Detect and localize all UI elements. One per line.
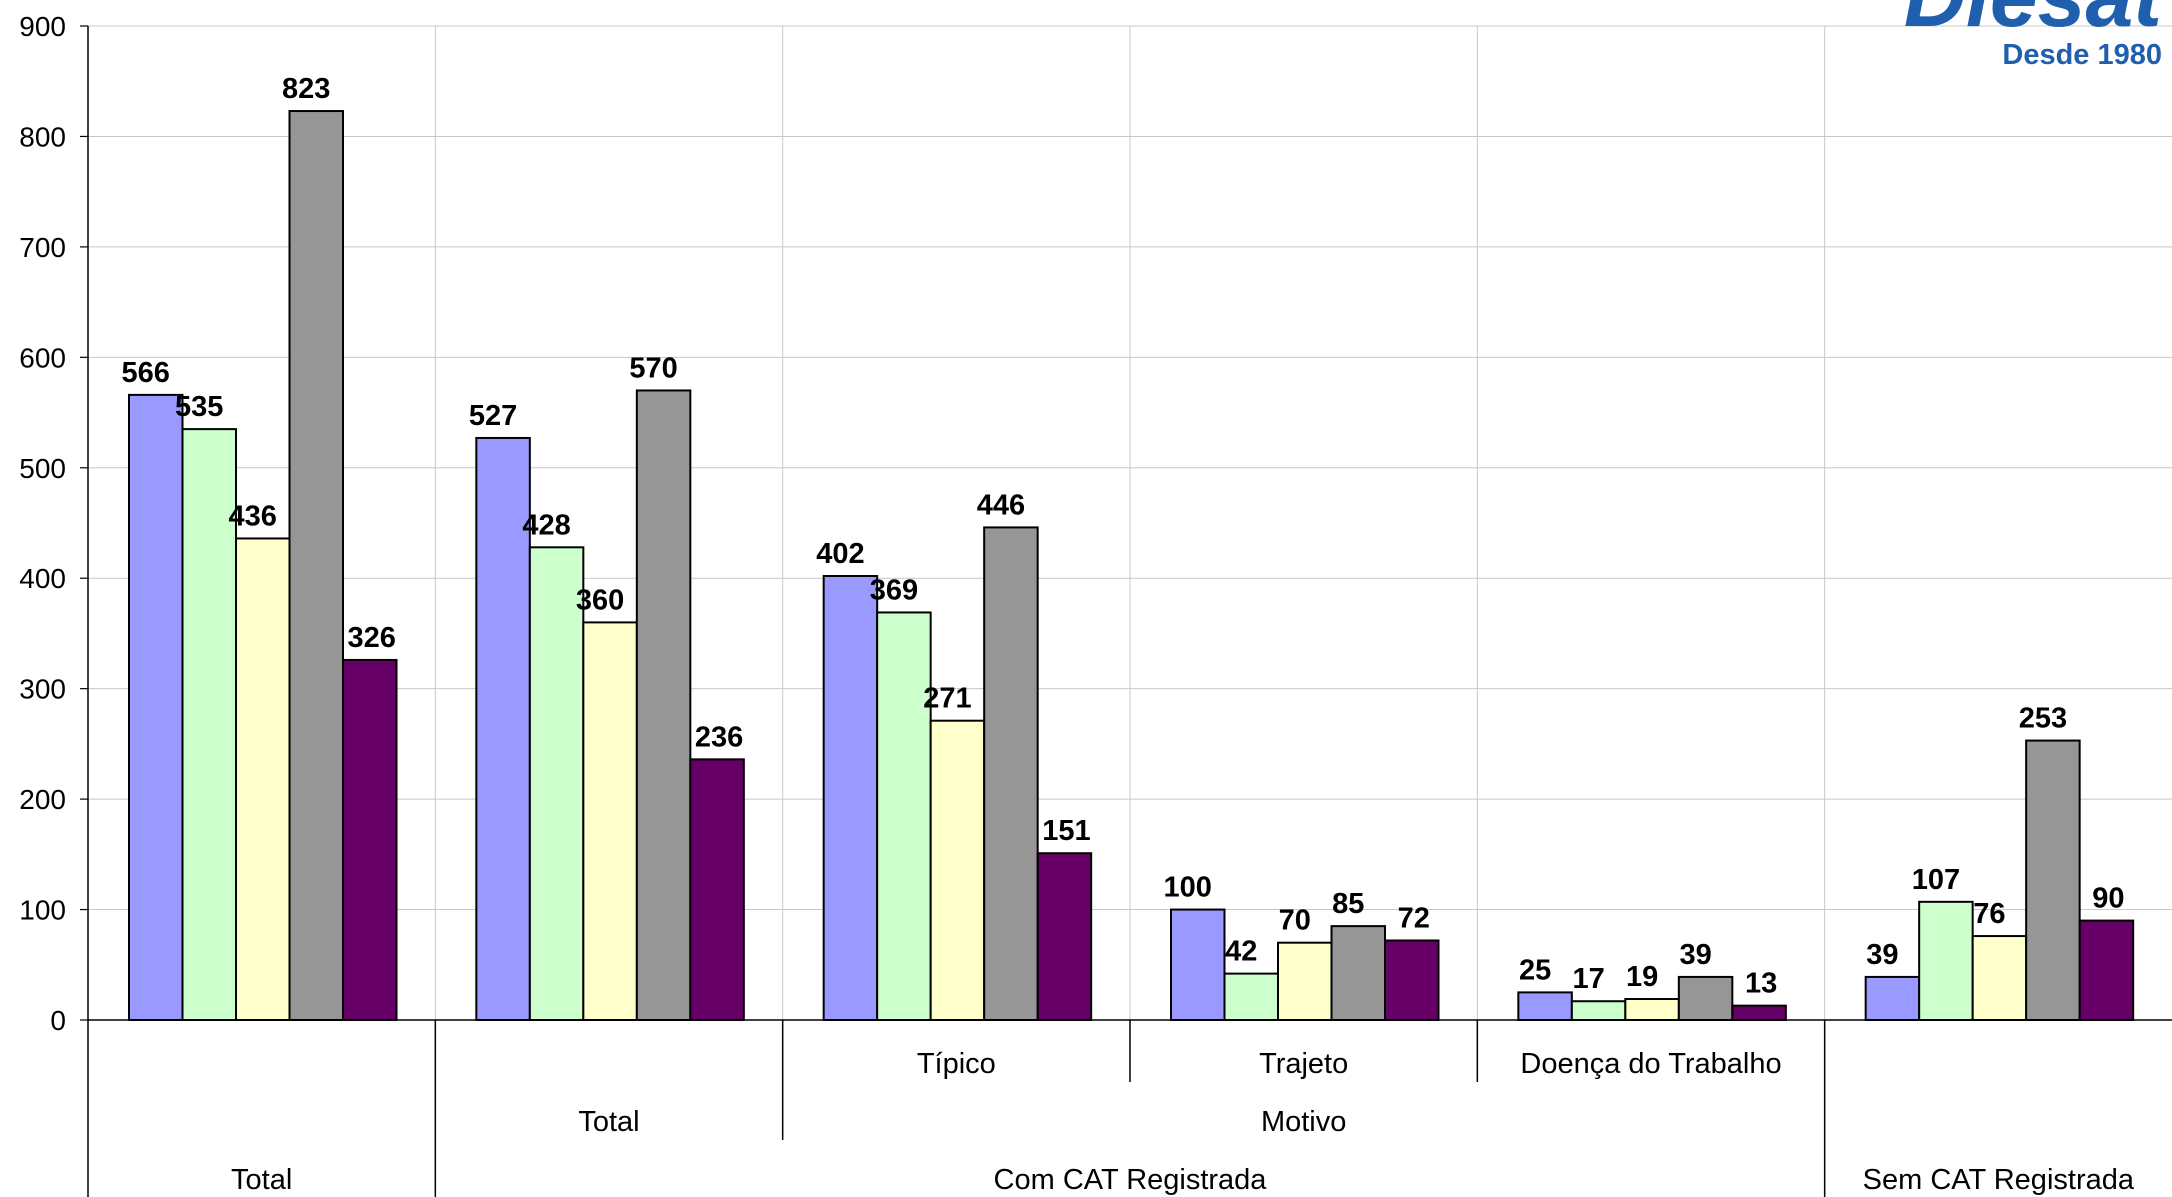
bar — [1277, 941, 1333, 1022]
bar — [689, 758, 745, 1022]
y-axis-ticks: 0 100 200 300 400 500 600 700 800 900 — [19, 11, 88, 1036]
y-tick-label: 800 — [19, 121, 66, 152]
bar — [235, 537, 291, 1021]
bar — [128, 393, 184, 1021]
data-label: 369 — [870, 574, 918, 606]
data-label: 17 — [1572, 963, 1604, 995]
y-tick-label: 0 — [50, 1005, 66, 1036]
category-label-level3: Doença do Trabalho — [1520, 1048, 1781, 1080]
bar — [1677, 975, 1734, 1022]
bar — [2078, 919, 2135, 1021]
data-label: 25 — [1519, 954, 1551, 986]
category-labels: Típico Trajeto Doença do Trabalho Total Moti… — [231, 1048, 2135, 1196]
data-label: 76 — [1973, 898, 2005, 930]
bar — [181, 428, 237, 1022]
data-label: 823 — [282, 73, 330, 105]
bar — [983, 526, 1039, 1021]
category-label-level1: Total — [231, 1164, 292, 1196]
data-label: 360 — [576, 584, 624, 616]
data-label: 271 — [923, 683, 971, 715]
bar — [635, 389, 692, 1021]
axes — [87, 26, 2172, 1197]
data-label: 527 — [469, 400, 517, 432]
data-label: 85 — [1332, 888, 1364, 920]
bar — [1864, 975, 1921, 1022]
data-label: 446 — [977, 489, 1025, 521]
category-label-level1: Sem CAT Registrada — [1863, 1164, 2135, 1196]
data-label: 436 — [229, 500, 277, 532]
data-label: 428 — [522, 509, 570, 541]
data-label: 326 — [348, 622, 396, 654]
data-label: 566 — [122, 357, 170, 389]
data-label: 13 — [1745, 968, 1777, 1000]
bar — [876, 611, 932, 1022]
y-tick-label: 300 — [19, 674, 66, 705]
bar — [1330, 925, 1386, 1021]
bar — [475, 436, 531, 1021]
data-label: 70 — [1279, 905, 1311, 937]
data-label: 236 — [695, 721, 743, 753]
bar — [1624, 998, 1680, 1022]
y-tick-label: 400 — [19, 563, 66, 594]
bar — [342, 658, 398, 1021]
y-tick-label: 900 — [19, 11, 66, 42]
y-tick-label: 200 — [19, 784, 66, 815]
bar — [1731, 1004, 1787, 1021]
logo-tagline: Desde 1980 — [2002, 39, 2162, 71]
data-label: 570 — [629, 352, 677, 384]
data-label: 402 — [816, 538, 864, 570]
data-label: 90 — [2092, 883, 2124, 915]
bar — [2025, 739, 2081, 1021]
bars — [128, 110, 2135, 1022]
bar — [1570, 1000, 1627, 1021]
bar — [1384, 939, 1440, 1021]
bar — [582, 621, 638, 1022]
data-label: 39 — [1679, 939, 1711, 971]
data-label: 39 — [1866, 939, 1898, 971]
bar — [288, 110, 344, 1021]
category-label-level3: Típico — [917, 1048, 996, 1080]
category-label-level3: Trajeto — [1259, 1048, 1348, 1080]
diesat-logo: Diesat Desde 1980 — [1904, 0, 2165, 71]
data-label: 42 — [1225, 936, 1257, 968]
y-tick-label: 500 — [19, 453, 66, 484]
logo-text: Diesat — [1904, 0, 2165, 45]
y-tick-label: 600 — [19, 342, 66, 373]
y-tick-label: 700 — [19, 232, 66, 263]
bar — [1036, 852, 1093, 1021]
data-label: 253 — [2019, 703, 2067, 735]
category-label-level2: Motivo — [1261, 1106, 1346, 1138]
gridlines — [88, 25, 2172, 1020]
bar — [822, 575, 879, 1021]
category-label-level2: Total — [578, 1106, 639, 1138]
data-label: 100 — [1164, 872, 1212, 904]
data-label: 535 — [175, 391, 223, 423]
bar — [929, 719, 986, 1021]
category-label-level1: Com CAT Registrada — [994, 1164, 1268, 1196]
data-label: 151 — [1042, 815, 1090, 847]
bar — [1971, 935, 2028, 1021]
bar — [1223, 972, 1279, 1022]
data-label: 107 — [1912, 864, 1960, 896]
y-tick-label: 100 — [19, 895, 66, 926]
bar — [528, 546, 585, 1021]
data-label: 19 — [1626, 961, 1658, 993]
data-label: 72 — [1398, 902, 1430, 934]
bar — [1517, 991, 1573, 1022]
bar — [1170, 908, 1226, 1021]
bar — [1918, 900, 1974, 1022]
